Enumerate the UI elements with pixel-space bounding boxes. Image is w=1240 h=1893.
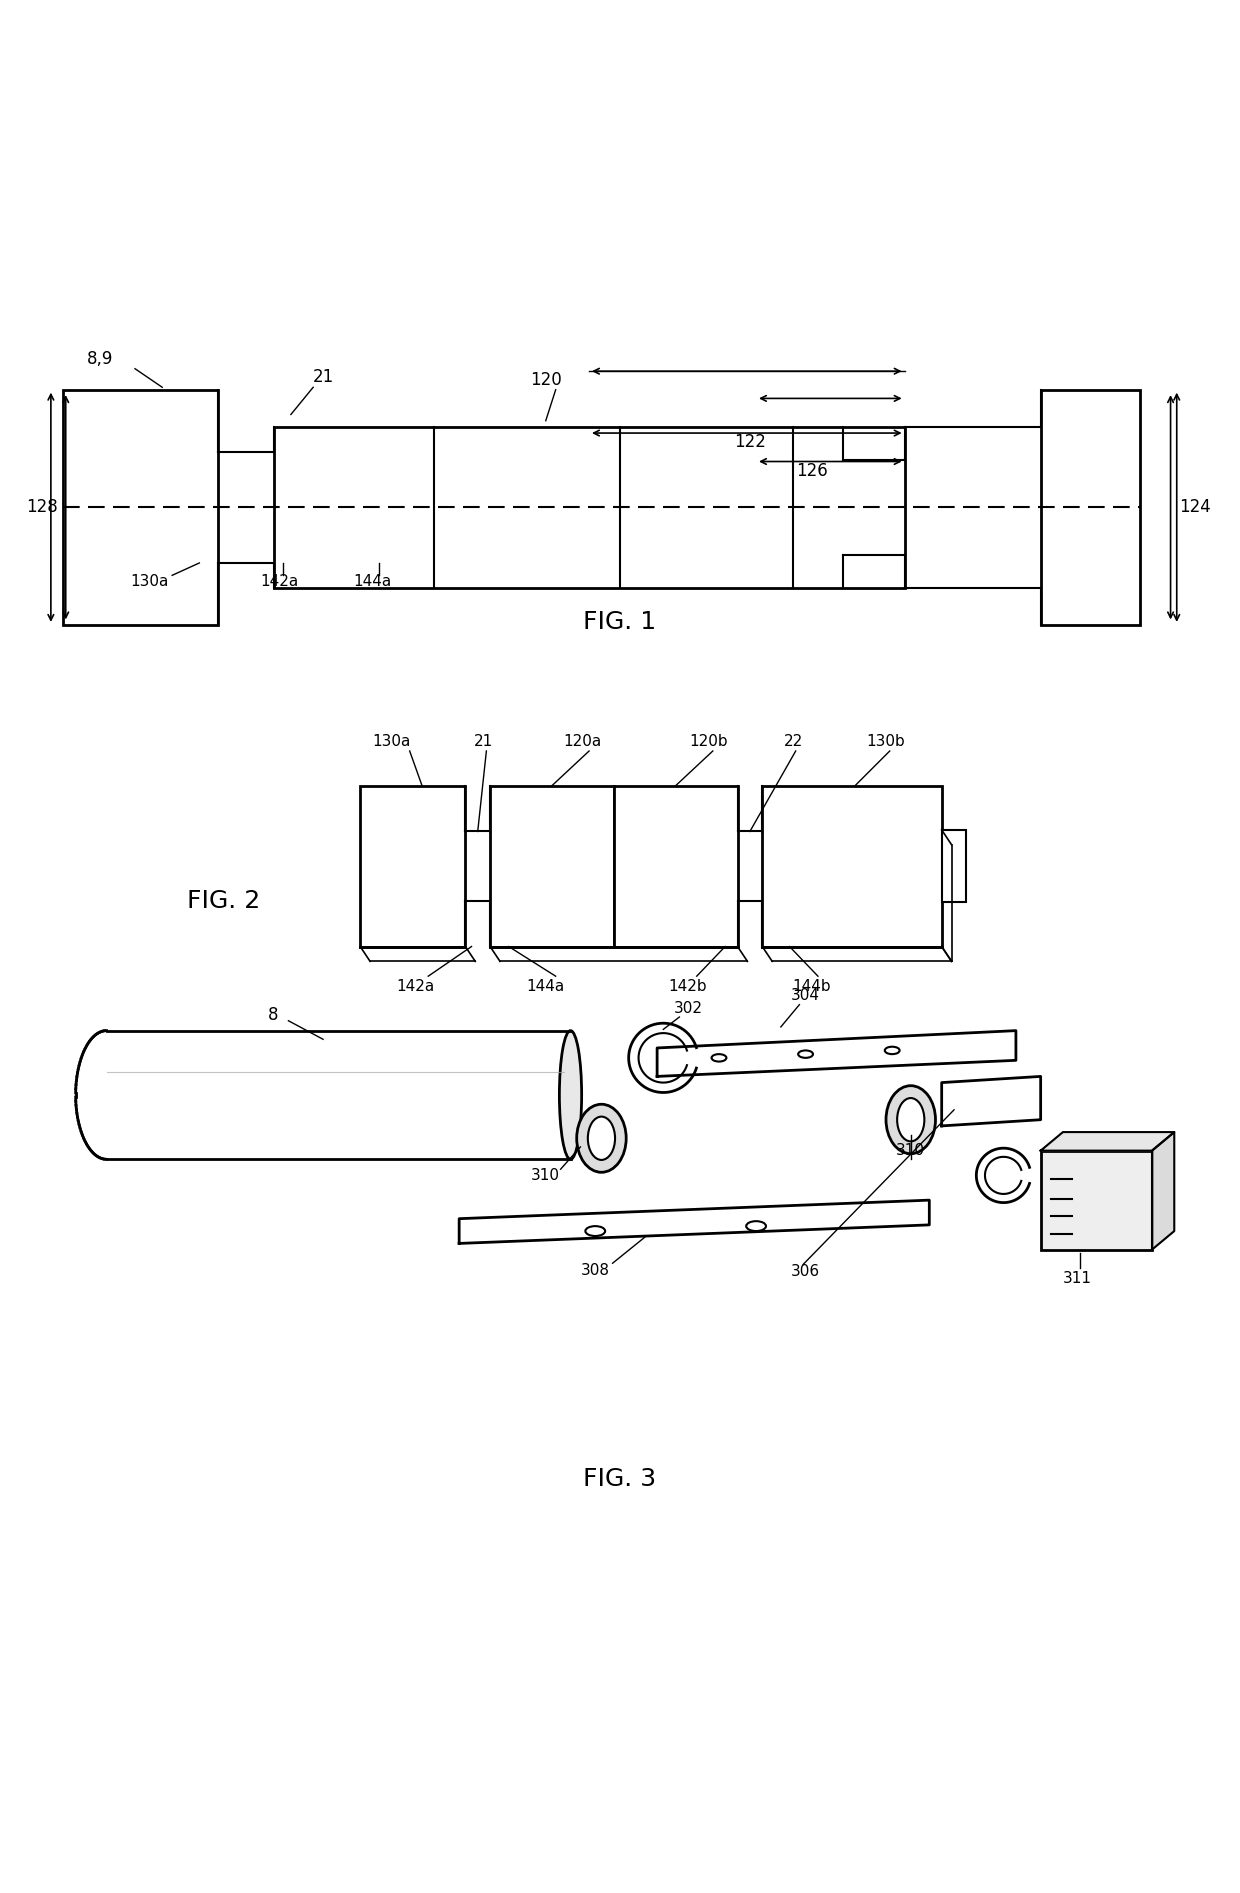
- Ellipse shape: [585, 1227, 605, 1236]
- Text: 306: 306: [791, 1265, 820, 1280]
- Text: 311: 311: [1063, 1270, 1092, 1285]
- Bar: [490, 786, 614, 946]
- Bar: [360, 786, 465, 946]
- Text: 310: 310: [531, 1168, 560, 1183]
- Ellipse shape: [885, 1047, 899, 1054]
- Text: 120a: 120a: [564, 734, 601, 748]
- Text: 21: 21: [474, 734, 494, 748]
- Text: 128: 128: [26, 498, 58, 517]
- Polygon shape: [1152, 1132, 1174, 1249]
- Text: 126: 126: [796, 462, 827, 481]
- Bar: [1040, 1151, 1152, 1249]
- Ellipse shape: [588, 1117, 615, 1160]
- Bar: [941, 829, 966, 903]
- Ellipse shape: [897, 1098, 924, 1141]
- Text: 130a: 130a: [372, 734, 410, 748]
- Text: 124: 124: [1179, 498, 1211, 517]
- Text: 308: 308: [580, 1263, 610, 1278]
- Text: 142a: 142a: [260, 574, 299, 589]
- Text: 21: 21: [312, 369, 334, 386]
- Text: 304: 304: [791, 988, 820, 1003]
- Text: 8,9: 8,9: [87, 350, 114, 367]
- Text: 142a: 142a: [397, 979, 435, 994]
- Text: 144a: 144a: [527, 979, 565, 994]
- Text: 8: 8: [268, 1005, 279, 1024]
- Text: 144b: 144b: [792, 979, 831, 994]
- Text: FIG. 1: FIG. 1: [584, 610, 656, 634]
- Text: FIG. 2: FIG. 2: [187, 888, 260, 912]
- Bar: [63, 390, 218, 625]
- Ellipse shape: [712, 1054, 727, 1062]
- Text: FIG. 3: FIG. 3: [584, 1467, 656, 1490]
- Ellipse shape: [887, 1087, 935, 1153]
- Ellipse shape: [746, 1221, 766, 1230]
- Text: 122: 122: [734, 433, 766, 451]
- Text: 310: 310: [897, 1143, 925, 1159]
- Bar: [274, 426, 904, 587]
- Bar: [763, 786, 941, 946]
- Text: 22: 22: [784, 734, 802, 748]
- Text: 130b: 130b: [867, 734, 905, 748]
- Text: 144a: 144a: [353, 574, 392, 589]
- Text: 130a: 130a: [130, 574, 169, 589]
- Bar: [1040, 390, 1140, 625]
- Polygon shape: [1040, 1132, 1174, 1151]
- Bar: [614, 786, 738, 946]
- Text: 120b: 120b: [689, 734, 728, 748]
- Text: 142b: 142b: [668, 979, 707, 994]
- Ellipse shape: [577, 1104, 626, 1172]
- Ellipse shape: [559, 1030, 582, 1159]
- Ellipse shape: [799, 1051, 813, 1058]
- Text: 120: 120: [529, 371, 562, 388]
- Text: 302: 302: [673, 1001, 703, 1017]
